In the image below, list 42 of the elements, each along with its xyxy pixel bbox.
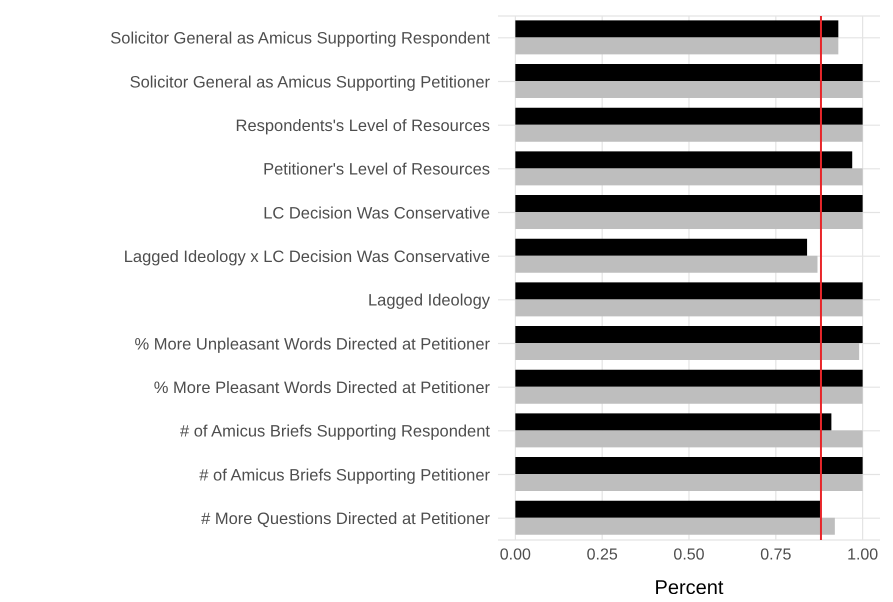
bar [515,299,863,316]
y-tick-label: Respondents's Level of Resources [236,117,490,136]
bar [515,238,808,256]
bar [515,413,832,430]
bar [515,168,863,186]
x-tick-label: 0.75 [760,546,792,564]
bar [515,500,821,518]
bar [515,326,863,344]
bar [515,195,863,212]
bar [515,124,863,142]
y-tick-label: # More Questions Directed at Petitioner [201,510,490,528]
bar [515,256,818,273]
x-tick-label: 0.50 [673,546,705,564]
y-tick-label: # of Amicus Briefs Supporting Respondent [180,422,490,441]
bar [515,518,835,535]
bar [515,370,863,387]
x-axis-title: Percent [654,577,724,599]
bar [515,282,863,300]
y-tick-label: LC Decision Was Conservative [263,204,490,222]
bar [515,37,838,54]
y-tick-label: Lagged Ideology x LC Decision Was Conservative [124,248,490,266]
y-tick-label: % More Pleasant Words Directed at Petitioner [154,379,490,398]
bar [515,343,860,360]
bar [515,474,863,492]
bar [515,212,863,230]
bar [515,386,863,404]
y-tick-label: % More Unpleasant Words Directed at Petitioner [134,335,490,354]
y-tick-label: Petitioner's Level of Resources [263,160,490,179]
bar [515,20,838,38]
bar [515,151,852,168]
bar [515,108,863,125]
bar [515,457,863,474]
bar [515,64,863,82]
x-tick-label: 0.00 [500,546,532,564]
y-tick-label: Solicitor General as Amicus Supporting Respondent [110,30,490,48]
y-tick-label: Solicitor General as Amicus Supporting Petitioner [130,73,490,92]
x-tick-label: 0.25 [586,546,618,564]
x-tick-label: 1.00 [847,546,878,564]
bar [515,430,863,448]
bar [515,81,863,98]
y-tick-label: Lagged Ideology [368,292,491,310]
y-tick-label: # of Amicus Briefs Supporting Petitioner [199,466,491,484]
